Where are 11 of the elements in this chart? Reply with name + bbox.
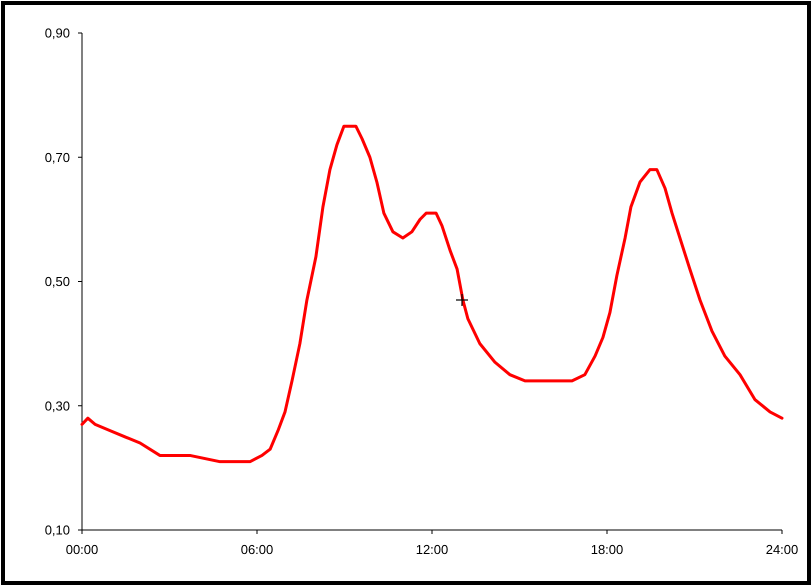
- x-tick-label: 06:00: [240, 542, 274, 557]
- y-tick-label: 0,50: [44, 274, 70, 290]
- y-tick-label: 0,90: [44, 26, 70, 41]
- y-tick-label: 0,30: [44, 398, 70, 414]
- y-tick-label: 0,70: [44, 150, 70, 165]
- y-tick-label: 0,10: [44, 522, 70, 538]
- x-tick-label: 24:00: [766, 542, 798, 557]
- x-tick-label: 18:00: [590, 542, 624, 557]
- line-series: [80, 124, 784, 464]
- x-tick-label: 12:00: [416, 542, 448, 557]
- x-tick-label: 00:00: [66, 542, 98, 557]
